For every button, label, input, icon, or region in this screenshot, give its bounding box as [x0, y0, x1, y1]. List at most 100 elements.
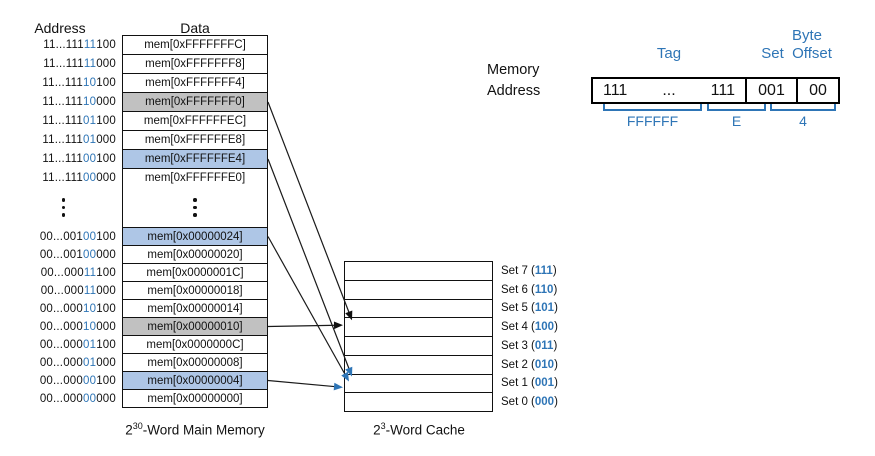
- set-label-close: ): [554, 302, 558, 315]
- address-set-bits: 01: [83, 115, 97, 127]
- address-set-bits: 01: [83, 356, 97, 369]
- address-tag-bits: 11...111: [43, 39, 84, 51]
- address-tag-bits: 00...000: [39, 302, 83, 315]
- address-offset-bits: 100: [96, 374, 116, 387]
- memory-data-cell: mem[0xFFFFFFE8]: [122, 130, 268, 150]
- memory-data-cell: mem[0xFFFFFFEC]: [122, 111, 268, 131]
- memory-row: 11...111 00 100 mem[0xFFFFFFE4]: [5, 149, 268, 169]
- memory-row: 11...111 10 100 mem[0xFFFFFFF4]: [5, 73, 268, 93]
- set-label-bits: 101: [534, 302, 555, 315]
- address-set-bits: 01: [83, 134, 97, 146]
- set-label-bits: 010: [534, 358, 555, 371]
- mid-hex-brace: [707, 104, 766, 111]
- memory-data-cell: mem[0xFFFFFFE0]: [122, 168, 268, 188]
- address-offset-bits: 000: [96, 284, 116, 297]
- address-tag-bits: 00...000: [39, 320, 83, 333]
- memory-address: 00...000 01 000: [5, 353, 122, 372]
- address-tag-bits: 00...001: [39, 248, 83, 261]
- caption-base: 2: [125, 422, 133, 438]
- memory-address: 00...000 10 100: [5, 299, 122, 318]
- cache-set-row: Set 3 (011): [344, 336, 558, 356]
- cache-set-row: Set 4 (100): [344, 317, 558, 337]
- memory-value: mem[0xFFFFFFF0]: [145, 96, 245, 108]
- cache-set-cell: [344, 392, 493, 412]
- memory-row: 00...000 00 100 mem[0x00000004]: [5, 371, 268, 390]
- address-set-bits: 01: [83, 338, 97, 351]
- set-label-close: ): [554, 358, 558, 371]
- set-label-text: Set 6 (: [501, 283, 535, 296]
- caption-rest: -Word Cache: [385, 422, 465, 438]
- cache-set-row: Set 1 (001): [344, 373, 558, 394]
- address-set-bits: 11: [83, 39, 97, 51]
- cache-table: Set 7 (111) Set 6 (110) Set 5 (101) Set 4 (…: [344, 261, 558, 412]
- memory-data-cell: mem[0xFFFFFFF0]: [122, 92, 268, 112]
- memory-value: mem[0xFFFFFFF8]: [145, 58, 245, 70]
- memory-data-cell: mem[0x00000008]: [122, 353, 268, 372]
- memory-address: 00...001 00 000: [5, 245, 122, 264]
- address-ellipsis: [5, 198, 122, 217]
- address-tag-bits: 00...000: [40, 266, 84, 279]
- memory-address: 00...000 01 100: [5, 335, 122, 354]
- address-set-bits: 10: [83, 77, 97, 89]
- ellipsis-dot: [61, 213, 66, 217]
- memory-value: mem[0x00000020]: [147, 248, 243, 261]
- address-offset-bits: 000: [96, 248, 116, 261]
- set-label-text: Set 5 (: [501, 302, 535, 315]
- memory-address: 11...111 01 100: [5, 111, 122, 131]
- address-tag-bits: 00...000: [40, 284, 84, 297]
- address-set-bits: 11: [83, 284, 97, 297]
- address-tag-bits: 11...111: [42, 172, 83, 184]
- memory-row: 00...001 00 000 mem[0x00000020]: [5, 245, 268, 264]
- memory-value: mem[0x00000004]: [147, 374, 243, 387]
- memory-row: 00...000 10 000 mem[0x00000010]: [5, 317, 268, 336]
- memory-row: 11...111 01 100 mem[0xFFFFFFEC]: [5, 111, 268, 131]
- address-column-header: Address: [34, 20, 86, 36]
- memory-address: 11...111 10 100: [5, 73, 122, 93]
- memory-data-cell: mem[0xFFFFFFE4]: [122, 149, 268, 169]
- memory-row: 11...111 11 000 mem[0xFFFFFFF8]: [5, 54, 268, 74]
- address-tag-bits: 00...000: [39, 392, 83, 405]
- memory-address-label-line2: Address: [487, 83, 541, 99]
- memory-row: 00...000 11 100 mem[0x0000001C]: [5, 263, 268, 282]
- hex-group-tag: FFFFFF: [626, 113, 679, 129]
- memory-value: mem[0x00000008]: [147, 356, 243, 369]
- cache-set-label: Set 4 (100): [501, 321, 558, 333]
- address-offset-bits: 000: [96, 356, 116, 369]
- cache-set-row: Set 0 (000): [344, 392, 558, 412]
- address-tag-bits: 11...111: [42, 77, 83, 89]
- memory-value: mem[0x00000000]: [147, 392, 243, 405]
- memory-address: 11...111 10 000: [5, 92, 122, 112]
- address-tag-bits: 00...000: [39, 338, 83, 351]
- mapping-arrow-head: [333, 382, 343, 391]
- memory-row: 00...000 10 100 mem[0x00000014]: [5, 299, 268, 318]
- address-tag-bits: 11...111: [42, 115, 83, 127]
- mapping-arrow-head: [333, 321, 343, 330]
- address-offset-bits: 100: [96, 230, 116, 243]
- memory-address: 00...001 00 100: [5, 227, 122, 246]
- memory-data-cell: mem[0xFFFFFFF8]: [122, 54, 268, 74]
- tag-bits-ellipsis: ...: [662, 81, 676, 99]
- set-label-bits: 111: [534, 264, 553, 277]
- cache-set-label: Set 0 (000): [501, 396, 558, 408]
- tag-bits-cell: 111 ... 111: [591, 77, 747, 104]
- cache-set-label: Set 1 (001): [501, 377, 558, 389]
- memory-address: 11...111 01 000: [5, 130, 122, 150]
- memory-value: mem[0xFFFFFFE8]: [144, 134, 246, 146]
- memory-row: 11...111 01 000 mem[0xFFFFFFE8]: [5, 130, 268, 150]
- memory-data-cell: mem[0x0000000C]: [122, 335, 268, 354]
- memory-data-cell: mem[0xFFFFFFF4]: [122, 73, 268, 93]
- memory-row: 00...000 01 100 mem[0x0000000C]: [5, 335, 268, 354]
- memory-address: 11...111 11 100: [5, 35, 122, 55]
- data-ellipsis: [123, 198, 267, 217]
- hex-group-offset: 4: [799, 113, 807, 129]
- mapping-arrow-line: [267, 101, 351, 315]
- tag-field-label: Tag: [656, 45, 682, 62]
- memory-value: mem[0x00000014]: [147, 302, 243, 315]
- memory-address: 00...000 11 100: [5, 263, 122, 282]
- set-label-close: ): [554, 321, 558, 334]
- cache-set-label: Set 2 (010): [501, 359, 558, 371]
- memory-value: mem[0xFFFFFFEC]: [143, 115, 247, 127]
- memory-address: 00...000 10 000: [5, 317, 122, 336]
- ellipsis-dot: [61, 198, 66, 202]
- cache-set-label: Set 3 (011): [501, 340, 557, 352]
